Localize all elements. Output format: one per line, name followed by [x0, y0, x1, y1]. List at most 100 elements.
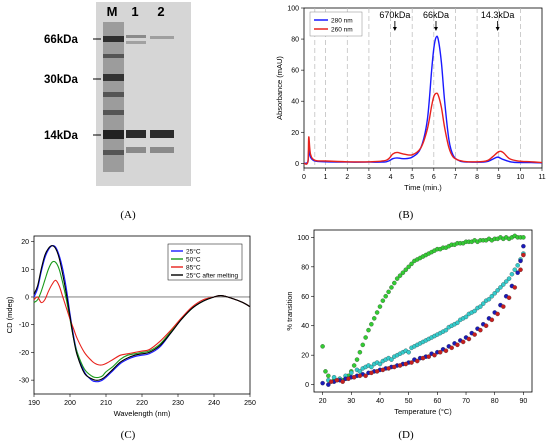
chart-b-annotation: 66kDa: [423, 10, 449, 20]
chart-c-cd-spectra: 190 200 210 220 230 240 250 -30 -20 -10 0 10 20 Wavel…: [5, 235, 256, 418]
chart-b-x-tick-label: 7: [454, 174, 458, 181]
chart-d-point: [331, 375, 337, 380]
chart-d-point: [392, 364, 397, 370]
chart-d-point: [380, 298, 386, 303]
chart-d-point: [486, 296, 492, 302]
chart-b-x-tick-label: 3: [367, 174, 371, 181]
chart-b-elution-profile: 0 1 2 3 4 5 6 7 8 9 10 11 0 20 40 60 80 100 Time (min.) Abs…: [275, 6, 546, 193]
chart-c-legend-label: 25°C after melting: [186, 271, 238, 279]
chart-d-point: [334, 377, 340, 383]
chart-d-point: [515, 270, 520, 275]
chart-d-point: [518, 267, 523, 273]
gel-band: [150, 130, 174, 138]
gel-band: [103, 54, 124, 58]
chart-c-x-axis-label: Wavelength (nm): [114, 409, 171, 418]
chart-d-point: [463, 314, 469, 320]
gel-marker-label-14: 14kDa: [44, 130, 78, 142]
chart-b-y-axis-label: Absorbance (mAU): [275, 56, 284, 120]
chart-d-point: [357, 369, 363, 374]
chart-d-x-axis-label: Temperature (°C): [394, 407, 452, 416]
chart-d-point: [489, 294, 495, 299]
chart-d-point: [512, 285, 518, 290]
chart-d-point: [426, 354, 431, 359]
chart-c-x-tick-label: 210: [100, 400, 112, 407]
chart-d-point: [495, 311, 500, 317]
chart-d-point: [371, 316, 377, 321]
chart-d-point: [403, 267, 409, 273]
chart-d-y-tick-label: 20: [301, 353, 309, 360]
chart-d-point: [472, 308, 477, 314]
chart-b-y-tick-label: 60: [291, 68, 299, 75]
chart-b-legend-box: [309, 11, 363, 37]
chart-d-point: [360, 342, 366, 348]
gel-lane-label-2: 2: [157, 4, 164, 19]
chart-d-point: [415, 358, 420, 364]
gel-panel: M 1 2 66kDa 30kDa 14kDa (A): [44, 2, 191, 221]
chart-c-y-tick-label: 20: [21, 239, 29, 246]
chart-d-x-tick-label: 80: [491, 398, 499, 405]
chart-c-y-axis-label: CD (mdeg): [5, 296, 14, 333]
chart-d-point: [328, 379, 334, 384]
panel-label-a: (A): [120, 209, 136, 221]
chart-d-series-blue: [320, 243, 526, 387]
chart-b-annotation: 670kDa: [379, 10, 410, 20]
chart-b-plot-frame: [303, 7, 543, 169]
chart-d-x-tick-label: 40: [376, 398, 384, 405]
chart-d-x-tick-label: 30: [347, 398, 355, 405]
chart-d-x-tick-label: 90: [519, 398, 527, 405]
chart-d-point: [498, 285, 503, 290]
chart-d-point: [389, 285, 394, 290]
chart-b-x-axis-label: Time (min.): [404, 183, 442, 192]
chart-d-series-green: [320, 233, 526, 383]
chart-b-x-tick-label: 10: [516, 174, 524, 181]
gel-band: [126, 41, 146, 44]
chart-b-annotation-arrowhead: [433, 27, 438, 31]
chart-d-point: [380, 367, 386, 373]
chart-d-point: [369, 322, 374, 327]
chart-d-point: [521, 243, 526, 249]
chart-b-annotation-arrowhead: [495, 27, 500, 31]
chart-b-annotation: 14.3kDa: [481, 10, 515, 20]
chart-d-point: [518, 258, 523, 264]
chart-d-point: [492, 291, 497, 296]
chart-d-point: [326, 373, 331, 379]
chart-d-point: [377, 361, 383, 367]
chart-b-x-tick-label: 8: [475, 174, 479, 181]
chart-c-x-tick-label: 220: [136, 400, 148, 407]
chart-b-x-tick-label: 1: [324, 174, 328, 181]
gel-band: [103, 130, 124, 139]
chart-b-legend-label: 280 nm: [331, 18, 353, 25]
chart-d-x-tick-label: 70: [462, 398, 470, 405]
chart-d-point: [443, 327, 449, 333]
chart-d-point: [326, 382, 331, 387]
chart-d-point: [406, 349, 411, 355]
chart-d-point: [392, 280, 397, 286]
gel-band: [150, 147, 174, 153]
chart-d-point: [472, 332, 477, 337]
gel-band: [126, 130, 146, 138]
chart-d-point: [521, 235, 526, 240]
chart-d-point: [346, 376, 351, 381]
chart-c-legend: 25°C50°C85°C25°C after melting: [167, 243, 243, 281]
chart-d-point: [460, 339, 466, 345]
chart-b-series-260nm: [303, 92, 543, 165]
chart-d-point: [437, 349, 443, 355]
gel-lane-label-1: 1: [131, 4, 138, 19]
chart-c-x-tick-label: 230: [172, 400, 184, 407]
chart-d-point: [406, 264, 411, 270]
chart-c-x-tick-label: 250: [244, 400, 256, 407]
chart-d-point: [389, 357, 394, 362]
chart-b-legend-label: 260 nm: [331, 27, 353, 34]
chart-d-plot-frame: [313, 229, 533, 393]
chart-c-series-85c: [33, 279, 251, 366]
chart-d-y-tick-label: 40: [301, 323, 309, 330]
chart-d-point: [320, 380, 325, 386]
chart-d-point: [521, 252, 526, 258]
chart-d-melting-curves: 20 30 40 50 60 70 80 90 0 20 40 60 80 100 Temperature …: [285, 229, 533, 416]
chart-d-point: [369, 370, 374, 376]
chart-d-point: [509, 271, 515, 277]
chart-d-point: [512, 267, 518, 273]
chart-b-x-tick-label: 5: [410, 174, 414, 181]
chart-d-point: [506, 276, 512, 281]
